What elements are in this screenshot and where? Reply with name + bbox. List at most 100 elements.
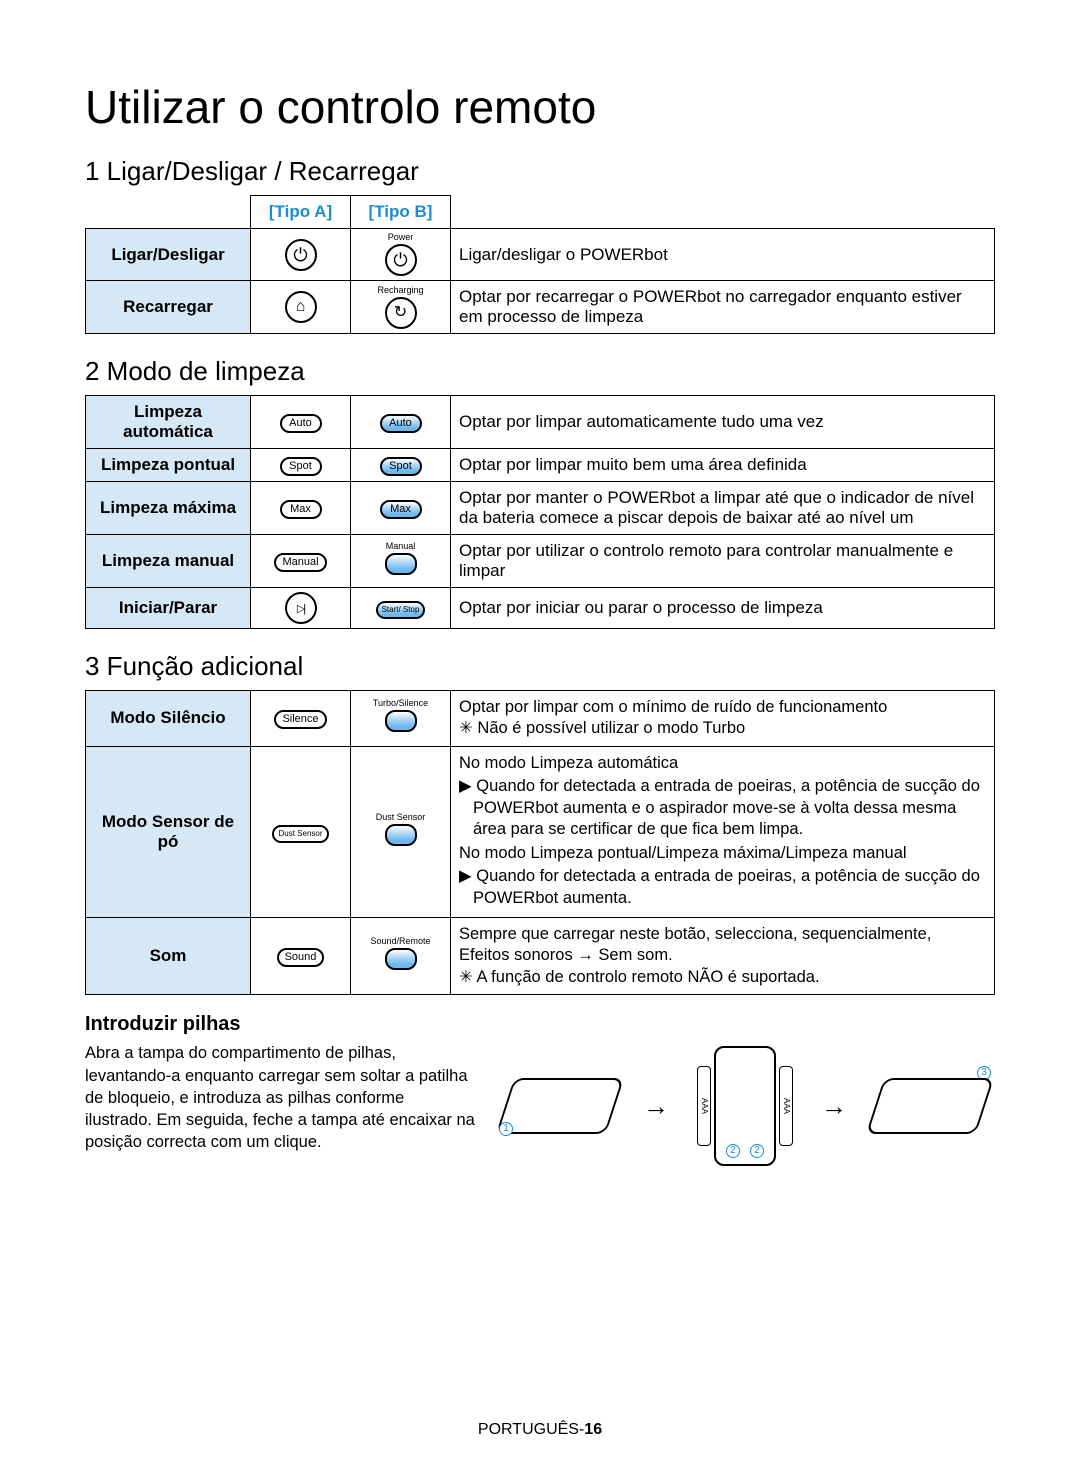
icon-b-cell: Spot (351, 449, 451, 482)
manual-button-icon: Manual (274, 553, 326, 572)
blank-button-icon (385, 553, 417, 575)
aaa-battery-icon: AAA (779, 1066, 793, 1146)
row-label: Ligar/Desligar (86, 229, 251, 281)
page-title: Utilizar o controlo remoto (85, 80, 995, 134)
desc-note: ✳ A função de controlo remoto NÃO é supo… (459, 967, 986, 988)
table-row: Recarregar Recharging Optar por recarreg… (86, 281, 995, 334)
icon-a-cell (251, 281, 351, 334)
row-label: Limpeza pontual (86, 449, 251, 482)
icon-a-cell: Max (251, 482, 351, 535)
step-2-badge: 2 (750, 1144, 764, 1158)
row-label: Limpeza máxima (86, 482, 251, 535)
desc-line: Sempre que carregar neste botão, selecci… (459, 924, 986, 967)
row-desc: Ligar/desligar o POWERbot (451, 229, 995, 281)
max-button-icon: Max (280, 500, 322, 519)
table-header-row: [Tipo A] [Tipo B] (86, 196, 995, 229)
spot-button-icon: Spot (280, 457, 322, 476)
illus-step-1: 1 (505, 1078, 615, 1134)
blank-button-icon (385, 824, 417, 846)
section-2-heading: 2 Modo de limpeza (85, 356, 995, 387)
step-1-badge: 1 (499, 1122, 513, 1136)
row-desc: Optar por limpar muito bem uma área defi… (451, 449, 995, 482)
startstop-button-icon: Start/ Stop (376, 601, 426, 619)
recharge-icon (385, 297, 417, 329)
section-1-heading: 1 Ligar/Desligar / Recarregar (85, 156, 995, 187)
blank-cell (451, 196, 995, 229)
table-row: Limpeza pontual Spot Spot Optar por limp… (86, 449, 995, 482)
batteries-text: Abra a tampa do compartimento de pilhas,… (85, 1042, 475, 1153)
icon-b-cell: Recharging (351, 281, 451, 334)
page-footer: PORTUGUÊS-16 (0, 1421, 1080, 1439)
icon-b-cell: Manual (351, 535, 451, 588)
type-b-header: [Tipo B] (351, 196, 451, 229)
table-section-3: Modo Silêncio Silence Turbo/Silence Opta… (85, 690, 995, 995)
power-icon (385, 244, 417, 276)
table-row: Ligar/Desligar Power Ligar/desligar o PO… (86, 229, 995, 281)
auto-button-icon: Auto (380, 414, 422, 433)
icon-top-label: Sound/Remote (355, 937, 446, 946)
table-section-1: [Tipo A] [Tipo B] Ligar/Desligar Power L… (85, 195, 995, 334)
desc-line: Optar por limpar com o mínimo de ruído d… (459, 697, 986, 718)
remote-outline-icon (866, 1078, 994, 1134)
row-label: Som (86, 917, 251, 994)
table-section-2: Limpeza automática Auto Auto Optar por l… (85, 395, 995, 629)
remote-outline-icon (496, 1078, 624, 1134)
play-icon (285, 592, 317, 624)
icon-b-cell: Max (351, 482, 451, 535)
icon-a-cell: Silence (251, 691, 351, 747)
icon-a-cell: Sound (251, 917, 351, 994)
icon-top-label: Manual (355, 542, 446, 551)
row-label: Modo Silêncio (86, 691, 251, 747)
row-label: Recarregar (86, 281, 251, 334)
desc-bullet: ▶ Quando for detectada a entrada de poei… (459, 866, 986, 909)
spot-button-icon: Spot (380, 457, 422, 476)
row-desc: Sempre que carregar neste botão, selecci… (451, 917, 995, 994)
icon-b-cell: Start/ Stop (351, 588, 451, 629)
icon-top-label: Turbo/Silence (355, 699, 446, 708)
auto-button-icon: Auto (280, 414, 322, 433)
table-row: Som Sound Sound/Remote Sempre que carreg… (86, 917, 995, 994)
row-desc: Optar por iniciar ou parar o processo de… (451, 588, 995, 629)
blank-cell (86, 196, 251, 229)
icon-b-cell: Auto (351, 396, 451, 449)
sound-button-icon: Sound (277, 948, 325, 967)
icon-b-cell: Turbo/Silence (351, 691, 451, 747)
icon-top-label: Dust Sensor (355, 813, 446, 822)
table-row: Limpeza automática Auto Auto Optar por l… (86, 396, 995, 449)
icon-b-cell: Dust Sensor (351, 746, 451, 917)
remote-back-icon: 2 2 (714, 1046, 776, 1166)
row-label: Limpeza manual (86, 535, 251, 588)
desc-line: No modo Limpeza pontual/Limpeza máxima/L… (459, 843, 986, 864)
row-desc: Optar por limpar com o mínimo de ruído d… (451, 691, 995, 747)
row-desc: Optar por utilizar o controlo remoto par… (451, 535, 995, 588)
icon-b-cell: Sound/Remote (351, 917, 451, 994)
batteries-row: Abra a tampa do compartimento de pilhas,… (85, 1042, 995, 1166)
power-icon (285, 239, 317, 271)
dust-button-icon: Dust Sensor (272, 825, 328, 843)
row-desc: Optar por manter o POWERbot a limpar até… (451, 482, 995, 535)
blank-button-icon (385, 948, 417, 970)
arrow-icon: → (821, 1091, 847, 1122)
row-desc: Optar por recarregar o POWERbot no carre… (451, 281, 995, 334)
table-row: Limpeza manual Manual Manual Optar por u… (86, 535, 995, 588)
row-desc: No modo Limpeza automática ▶ Quando for … (451, 746, 995, 917)
icon-a-cell (251, 588, 351, 629)
section-3-heading: 3 Função adicional (85, 651, 995, 682)
icon-a-cell: Auto (251, 396, 351, 449)
desc-line: No modo Limpeza automática (459, 753, 986, 774)
table-row: Modo Sensor de pó Dust Sensor Dust Senso… (86, 746, 995, 917)
arrow-icon: → (643, 1091, 669, 1122)
icon-a-cell: Dust Sensor (251, 746, 351, 917)
illus-step-3: 3 (875, 1078, 985, 1134)
batteries-heading: Introduzir pilhas (85, 1013, 995, 1036)
aaa-battery-icon: AAA (697, 1066, 711, 1146)
row-label: Limpeza automática (86, 396, 251, 449)
table-row: Iniciar/Parar Start/ Stop Optar por inic… (86, 588, 995, 629)
blank-button-icon (385, 710, 417, 732)
home-icon (285, 291, 317, 323)
illus-step-2: AAA 2 2 AAA (697, 1046, 793, 1166)
icon-top-label: Recharging (355, 286, 446, 295)
icon-a-cell: Spot (251, 449, 351, 482)
batteries-illustration: 1 → AAA 2 2 AAA → 3 (495, 1042, 995, 1166)
step-2-badge: 2 (726, 1144, 740, 1158)
